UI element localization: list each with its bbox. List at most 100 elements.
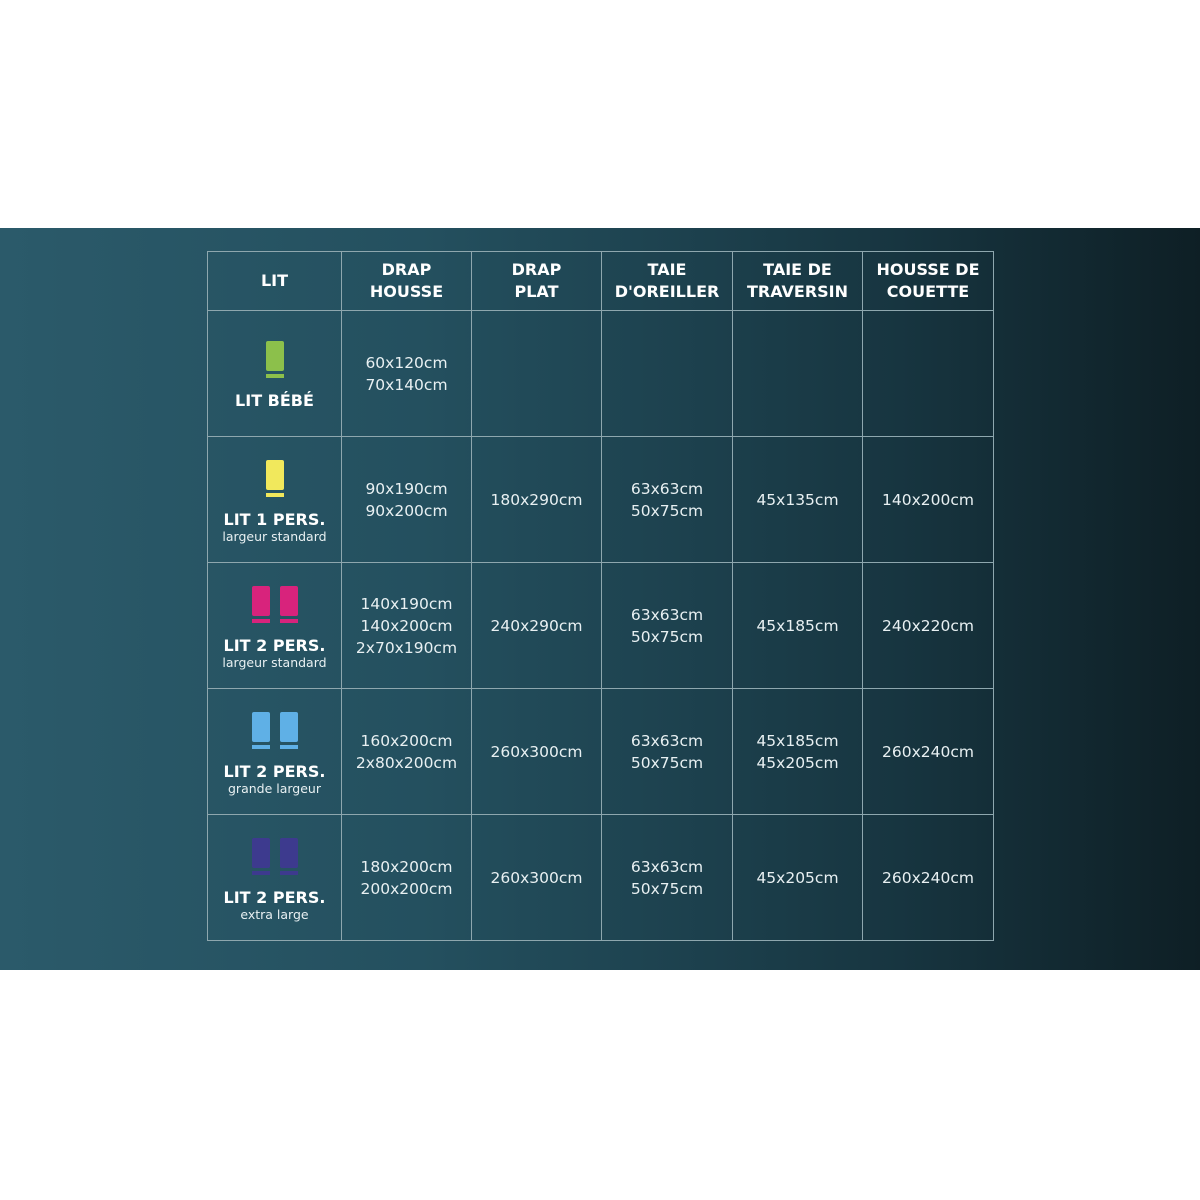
pillow-icon xyxy=(279,837,298,875)
bed-note: largeur standard xyxy=(222,528,327,544)
bed-note: extra large xyxy=(240,906,309,922)
header-cell: TAIE DE TRAVERSIN xyxy=(732,251,863,311)
cell-line: COUETTE xyxy=(886,282,970,301)
size-cell: 45x205cm xyxy=(732,814,863,941)
header-cell: HOUSSE DE COUETTE xyxy=(862,251,994,311)
header-cell: DRAP PLAT xyxy=(471,251,602,311)
bed-label: LIT BÉBÉ xyxy=(235,390,314,410)
size-cell xyxy=(601,310,733,437)
cell-line: 140x200cm xyxy=(882,490,974,509)
bed-cell: LIT BÉBÉ xyxy=(207,310,342,437)
bed-icons xyxy=(208,582,341,626)
cell-line: 63x63cm xyxy=(630,731,704,750)
header-cell: DRAP HOUSSE xyxy=(341,251,472,311)
size-cell: 140x200cm xyxy=(862,436,994,563)
cell-line: 50x75cm xyxy=(630,627,704,646)
cell-line: 140x200cm xyxy=(360,616,453,635)
table-row: LIT 1 PERS. largeur standard 90x190cm 90x20… xyxy=(207,436,994,563)
cell-line: 63x63cm xyxy=(630,857,704,876)
bed-cell: LIT 2 PERS. extra large xyxy=(207,814,342,941)
size-cell: 260x300cm xyxy=(471,688,602,815)
pillow-icon xyxy=(251,585,270,623)
cell-line: HOUSSE DE xyxy=(876,260,980,279)
size-cell xyxy=(471,310,602,437)
size-cell: 63x63cm 50x75cm xyxy=(601,814,733,941)
size-cell: 260x240cm xyxy=(862,814,994,941)
cell-line: 260x300cm xyxy=(490,868,583,887)
cell-line: 180x200cm xyxy=(360,857,453,876)
cell-line: 240x290cm xyxy=(490,616,583,635)
size-cell: 45x185cm 45x205cm xyxy=(732,688,863,815)
table-row: LIT 2 PERS. extra large 180x200cm 200x200cm… xyxy=(207,814,994,941)
cell-line: 2x80x200cm xyxy=(355,753,458,772)
cell-line: 45x185cm xyxy=(756,731,839,750)
cell-line: HOUSSE xyxy=(369,282,444,301)
pillow-icon xyxy=(265,340,284,378)
size-cell: 140x190cm 140x200cm 2x70x190cm xyxy=(341,562,472,689)
table-row: LIT BÉBÉ 60x120cm 70x140cm xyxy=(207,310,994,437)
size-cell: 180x290cm xyxy=(471,436,602,563)
cell-line: 63x63cm xyxy=(630,605,704,624)
pillow-icon xyxy=(279,585,298,623)
cell-line: 140x190cm xyxy=(360,594,453,613)
cell-line: 160x200cm xyxy=(360,731,453,750)
header-row: LIT DRAP HOUSSE DRAP PLAT TAIE D'OREILLER TAIE … xyxy=(207,251,994,311)
cell-line: 90x200cm xyxy=(365,501,448,520)
size-cell: 60x120cm 70x140cm xyxy=(341,310,472,437)
cell-line: 260x300cm xyxy=(490,742,583,761)
table-row: LIT 2 PERS. largeur standard 140x190cm 140x… xyxy=(207,562,994,689)
cell-line: TAIE xyxy=(647,260,687,279)
cell-line: 63x63cm xyxy=(630,479,704,498)
bed-label: LIT 2 PERS. xyxy=(223,761,326,781)
pillow-icon xyxy=(265,459,284,497)
cell-line: 45x205cm xyxy=(756,753,839,772)
bed-note: grande largeur xyxy=(228,780,321,796)
bed-icons xyxy=(208,708,341,752)
size-cell: 260x240cm xyxy=(862,688,994,815)
cell-line: D'OREILLER xyxy=(614,282,720,301)
cell-line: 90x190cm xyxy=(365,479,448,498)
size-cell: 180x200cm 200x200cm xyxy=(341,814,472,941)
size-cell xyxy=(862,310,994,437)
size-cell xyxy=(732,310,863,437)
bed-note: largeur standard xyxy=(222,654,327,670)
cell-line: 45x205cm xyxy=(756,868,839,887)
pillow-icon xyxy=(251,837,270,875)
header-cell: TAIE D'OREILLER xyxy=(601,251,733,311)
cell-line: 240x220cm xyxy=(882,616,974,635)
bed-icons xyxy=(208,337,341,381)
cell-line: PLAT xyxy=(514,282,559,301)
size-cell: 63x63cm 50x75cm xyxy=(601,562,733,689)
cell-line: DRAP xyxy=(381,260,432,279)
bed-label: LIT 2 PERS. xyxy=(223,635,326,655)
bed-cell: LIT 2 PERS. largeur standard xyxy=(207,562,342,689)
size-table: LIT DRAP HOUSSE DRAP PLAT TAIE D'OREILLER TAIE … xyxy=(207,251,994,941)
cell-line: 70x140cm xyxy=(365,375,448,394)
size-cell: 63x63cm 50x75cm xyxy=(601,688,733,815)
size-cell: 240x290cm xyxy=(471,562,602,689)
bed-icons xyxy=(208,834,341,878)
bed-cell: LIT 2 PERS. grande largeur xyxy=(207,688,342,815)
cell-line: 200x200cm xyxy=(360,879,453,898)
cell-line: LIT xyxy=(260,271,289,290)
bed-cell: LIT 1 PERS. largeur standard xyxy=(207,436,342,563)
bed-label: LIT 1 PERS. xyxy=(223,509,326,529)
size-cell: 90x190cm 90x200cm xyxy=(341,436,472,563)
cell-line: TAIE DE xyxy=(763,260,832,279)
cell-line: 60x120cm xyxy=(365,353,448,372)
cell-line: DRAP xyxy=(511,260,562,279)
size-cell: 240x220cm xyxy=(862,562,994,689)
cell-line: TRAVERSIN xyxy=(746,282,849,301)
size-cell: 260x300cm xyxy=(471,814,602,941)
cell-line: 45x185cm xyxy=(756,616,839,635)
size-cell: 45x185cm xyxy=(732,562,863,689)
cell-line: 2x70x190cm xyxy=(355,638,458,657)
cell-line: 260x240cm xyxy=(882,868,974,887)
cell-line: 260x240cm xyxy=(882,742,974,761)
size-cell: 160x200cm 2x80x200cm xyxy=(341,688,472,815)
size-cell: 63x63cm 50x75cm xyxy=(601,436,733,563)
pillow-icon xyxy=(251,711,270,749)
table-row: LIT 2 PERS. grande largeur 160x200cm 2x80x2… xyxy=(207,688,994,815)
cell-line: 50x75cm xyxy=(630,879,704,898)
